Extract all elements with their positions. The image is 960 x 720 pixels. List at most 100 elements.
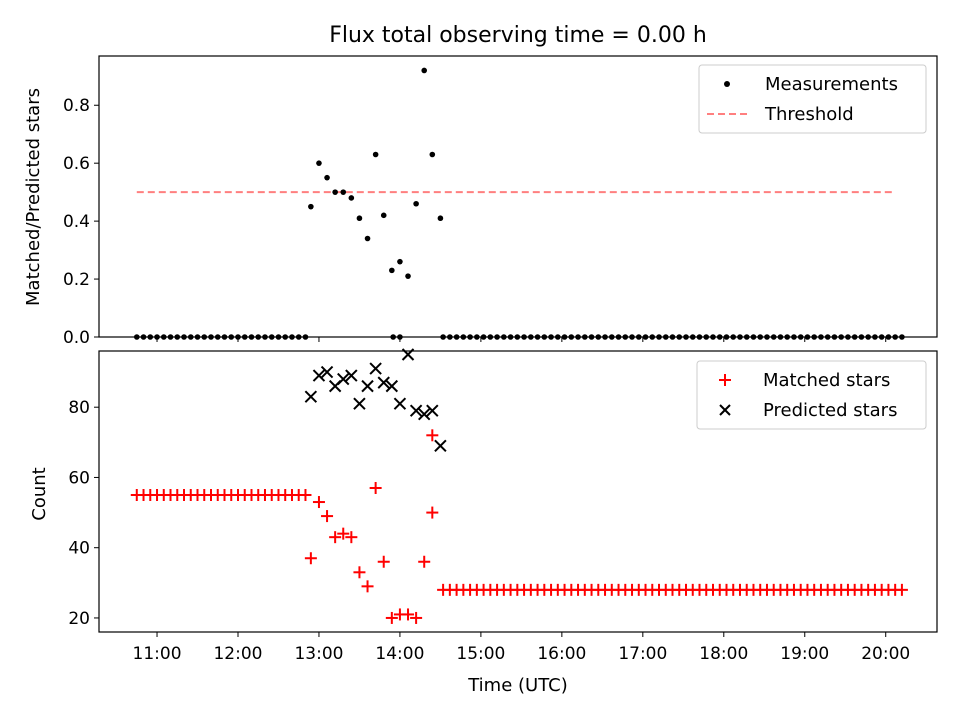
measurement-point bbox=[181, 334, 187, 340]
measurement-point bbox=[440, 334, 446, 340]
top-y-tick-label: 0.2 bbox=[63, 270, 90, 290]
matched-star-point bbox=[345, 531, 358, 544]
measurement-point bbox=[528, 334, 534, 340]
measurement-point bbox=[405, 273, 411, 279]
measurement-point bbox=[372, 151, 379, 158]
measurement-point bbox=[308, 203, 314, 210]
measurement-point bbox=[716, 334, 723, 340]
measurement-point bbox=[380, 212, 387, 219]
measurement-point bbox=[669, 334, 676, 340]
matched-star-point bbox=[312, 496, 325, 509]
bottom-x-tick-label: 12:00 bbox=[213, 644, 262, 664]
measurement-point bbox=[167, 334, 174, 340]
predicted-star-point bbox=[337, 372, 350, 386]
matched-star-point bbox=[369, 481, 382, 494]
matched-star-point bbox=[426, 506, 439, 519]
measurement-point bbox=[133, 334, 140, 340]
measurement-point bbox=[289, 334, 295, 340]
bottom-y-tick-label: 40 bbox=[68, 539, 90, 559]
legend-measurements-marker bbox=[724, 81, 730, 87]
chart-title: Flux total observing time = 0.00 h bbox=[329, 23, 707, 48]
predicted-star-point bbox=[369, 362, 382, 375]
legend-measurements-label: Measurements bbox=[765, 74, 898, 95]
measurement-point bbox=[561, 334, 568, 340]
measurement-point bbox=[723, 334, 730, 340]
measurement-point bbox=[845, 334, 851, 340]
measurement-point bbox=[588, 334, 595, 340]
measurement-point bbox=[429, 151, 436, 158]
measurement-point bbox=[689, 334, 696, 340]
measurement-point bbox=[324, 174, 330, 181]
measurement-point bbox=[255, 334, 262, 340]
matched-star-point bbox=[402, 608, 415, 621]
bottom-y-axis-label: Count bbox=[29, 467, 50, 520]
measurement-point bbox=[262, 334, 268, 340]
matched-star-point bbox=[895, 583, 908, 596]
measurement-point bbox=[474, 334, 480, 340]
bottom-x-tick-label: 14:00 bbox=[375, 644, 424, 664]
measurement-point bbox=[340, 189, 347, 195]
measurement-point bbox=[275, 334, 282, 340]
predicted-star-point bbox=[353, 397, 366, 410]
top-panel: 0.00.20.40.60.8 Matched/Predicted stars … bbox=[23, 55, 938, 348]
bottom-y-tick-label: 80 bbox=[68, 398, 90, 418]
measurement-point bbox=[568, 334, 575, 340]
measurement-point bbox=[501, 334, 507, 340]
measurement-point bbox=[865, 334, 871, 340]
measurement-point bbox=[268, 334, 275, 340]
measurement-point bbox=[824, 334, 831, 340]
bottom-x-tick-label: 16:00 bbox=[537, 644, 586, 664]
measurement-point bbox=[160, 334, 167, 340]
measurement-point bbox=[389, 267, 395, 274]
bottom-x-tick-label: 19:00 bbox=[780, 644, 829, 664]
bottom-x-tick-label: 13:00 bbox=[294, 644, 343, 664]
measurement-point bbox=[811, 334, 818, 340]
matched-star-point bbox=[385, 611, 398, 624]
measurement-point bbox=[397, 334, 403, 340]
predicted-star-point bbox=[434, 439, 447, 453]
measurement-point bbox=[642, 334, 649, 340]
measurement-point bbox=[581, 334, 588, 340]
predicted-star-point bbox=[361, 379, 374, 393]
measurement-point bbox=[460, 334, 467, 340]
matched-star-point bbox=[337, 527, 350, 540]
measurement-point bbox=[487, 334, 494, 340]
measurement-point bbox=[885, 334, 892, 340]
measurement-point bbox=[548, 334, 554, 340]
top-y-tick-label: 0.6 bbox=[63, 154, 90, 174]
bottom-x-ticks: 11:00 12:00 13:00 14:00 15:00 16:00 17:00 18:00… bbox=[133, 632, 910, 664]
measurement-point bbox=[676, 334, 683, 340]
matched-star-point bbox=[361, 580, 374, 593]
measurement-point bbox=[622, 334, 629, 340]
legend-threshold-label: Threshold bbox=[764, 104, 854, 125]
measurement-point bbox=[356, 215, 363, 222]
matched-star-point bbox=[353, 566, 366, 579]
bottom-x-tick-label: 11:00 bbox=[133, 644, 182, 664]
measurement-point bbox=[764, 334, 770, 340]
measurement-point bbox=[140, 334, 147, 340]
measurement-point bbox=[777, 334, 784, 340]
measurement-point bbox=[480, 334, 487, 340]
measurement-point bbox=[221, 334, 228, 340]
measurement-point bbox=[635, 334, 642, 340]
measurement-point bbox=[201, 334, 208, 340]
top-legend: Measurements Threshold bbox=[698, 64, 927, 134]
measurement-point bbox=[791, 334, 797, 340]
measurement-point bbox=[703, 334, 710, 340]
top-y-tick-label: 0.0 bbox=[63, 328, 90, 348]
measurement-point bbox=[818, 334, 824, 340]
measurement-point bbox=[494, 334, 500, 340]
measurement-point bbox=[555, 334, 561, 340]
measurement-point bbox=[332, 189, 338, 195]
measurement-point bbox=[629, 334, 635, 340]
measurement-point bbox=[507, 334, 514, 340]
matched-star-point bbox=[410, 611, 423, 624]
predicted-star-point bbox=[304, 390, 318, 403]
measurement-point bbox=[187, 334, 194, 340]
measurement-point bbox=[878, 334, 885, 340]
bottom-y-tick-label: 20 bbox=[68, 609, 90, 629]
predicted-star-point bbox=[393, 397, 407, 410]
top-y-tick-label: 0.8 bbox=[63, 96, 90, 116]
measurement-point bbox=[797, 334, 804, 340]
